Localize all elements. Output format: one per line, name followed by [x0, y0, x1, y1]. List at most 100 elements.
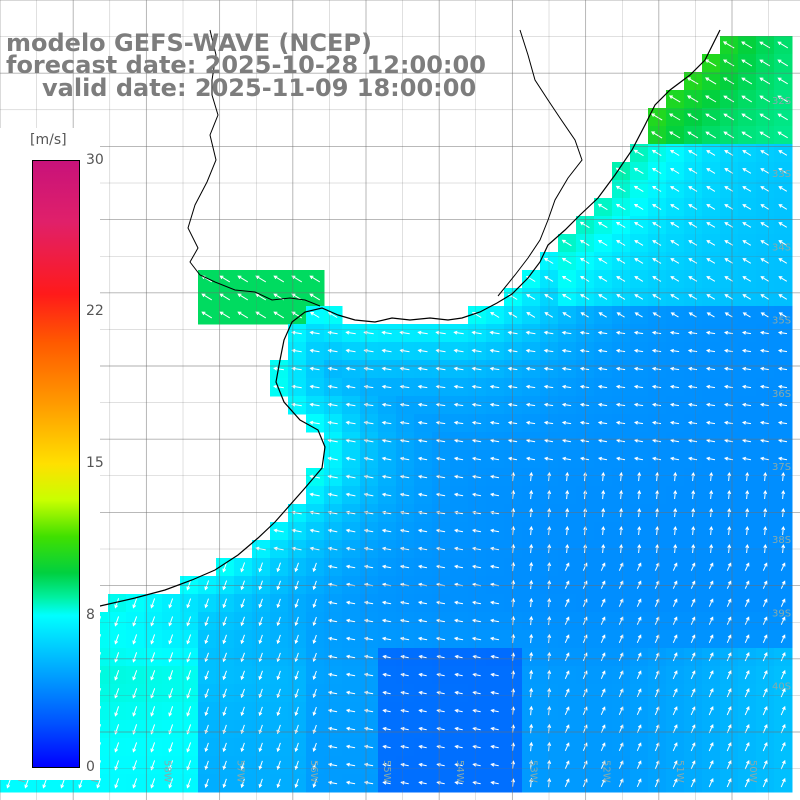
wind-arrow [132, 706, 138, 717]
wind-arrow [453, 330, 464, 335]
wind-arrow [327, 564, 338, 569]
wind-arrow [382, 708, 391, 713]
model-title: modelo GEFS-WAVE (NCEP) [6, 29, 372, 57]
wind-arrow [345, 600, 356, 605]
wind-arrow [327, 528, 338, 533]
wind-arrow [472, 726, 481, 731]
wind-arrow [598, 276, 608, 282]
wind-arrow [168, 706, 174, 717]
wind-arrow [777, 131, 788, 139]
wind-arrow [724, 276, 734, 282]
wind-arrow [186, 742, 192, 753]
wind-arrow [529, 777, 534, 788]
wind-arrow [525, 294, 536, 300]
wind-arrow [582, 634, 588, 644]
wind-arrow [669, 456, 680, 461]
wind-arrow [763, 525, 768, 536]
wind-arrow [778, 204, 788, 210]
wind-arrow [652, 185, 662, 192]
wind-arrow [762, 580, 768, 589]
wind-arrow [489, 384, 500, 389]
wind-arrow [240, 742, 245, 753]
wind-arrow [381, 366, 392, 371]
wind-arrow [580, 456, 590, 461]
wind-arrow [345, 366, 356, 371]
wind-arrow [132, 670, 138, 681]
wind-arrow [636, 706, 642, 716]
wind-arrow [525, 384, 536, 389]
wind-arrow [327, 708, 338, 713]
wind-arrow [759, 95, 771, 103]
wind-arrow [417, 456, 428, 461]
wind-arrow [706, 312, 715, 318]
wind-arrow [708, 670, 714, 680]
wind-arrow [726, 616, 732, 625]
wind-arrow [435, 330, 446, 335]
wind-arrow [727, 507, 732, 518]
wind-arrow [687, 95, 699, 103]
wind-arrow [276, 634, 281, 645]
wind-arrow [327, 744, 338, 749]
wind-arrow [276, 688, 281, 699]
wind-arrow [760, 258, 770, 264]
wind-arrow [564, 562, 570, 571]
wind-arrow [381, 636, 392, 641]
wind-arrow [708, 562, 714, 571]
wind-arrow [381, 474, 392, 479]
wind-arrow [762, 706, 768, 716]
wind-arrow [96, 778, 102, 789]
longitude-label: 58W [161, 760, 172, 783]
wind-arrow [168, 634, 174, 645]
wind-arrow [114, 742, 120, 753]
wind-arrow [601, 525, 606, 536]
wind-arrow [453, 492, 464, 497]
wind-arrow [204, 616, 209, 627]
wind-arrow [240, 706, 245, 717]
latitude-label: 35S [772, 316, 791, 327]
wind-arrow [742, 294, 752, 300]
wind-arrow [634, 221, 644, 228]
wind-arrow [742, 312, 751, 318]
wind-arrow [312, 562, 317, 573]
wind-arrow [222, 598, 227, 609]
wind-arrow [708, 760, 714, 770]
wind-arrow [687, 384, 698, 389]
wind-arrow [399, 330, 410, 335]
wind-arrow [579, 330, 590, 335]
river-outline [187, 29, 583, 307]
wind-arrow [454, 708, 463, 713]
wind-arrow [312, 634, 317, 644]
latitude-label: 37S [772, 462, 791, 473]
wind-arrow [258, 688, 263, 699]
wind-arrow [690, 634, 696, 644]
wind-arrow [741, 113, 753, 121]
wind-arrow [291, 366, 302, 371]
wind-arrow [742, 222, 752, 228]
wind-arrow [204, 670, 209, 681]
wind-arrow [744, 598, 750, 607]
wind-arrow [382, 654, 391, 659]
wind-arrow [309, 330, 320, 335]
wind-arrow [382, 744, 391, 749]
wind-arrow [778, 294, 788, 300]
wind-arrow [778, 258, 788, 264]
wind-arrow [597, 239, 608, 246]
wind-arrow [258, 760, 263, 771]
wind-arrow [472, 672, 481, 677]
wind-arrow [634, 294, 644, 300]
wind-arrow [760, 204, 770, 210]
wind-arrow [745, 507, 750, 518]
wind-arrow [759, 456, 770, 461]
wind-arrow [490, 311, 500, 318]
wind-arrow [273, 366, 284, 371]
wind-arrow [777, 330, 788, 335]
wind-arrow [637, 489, 642, 500]
wind-arrow [597, 384, 608, 389]
wind-arrow [780, 759, 786, 770]
wind-arrow [564, 778, 570, 788]
wind-arrow [705, 402, 716, 407]
wind-arrow [529, 597, 534, 608]
wind-arrow [780, 687, 786, 698]
wind-arrow [294, 670, 299, 681]
wind-arrow [673, 525, 678, 536]
